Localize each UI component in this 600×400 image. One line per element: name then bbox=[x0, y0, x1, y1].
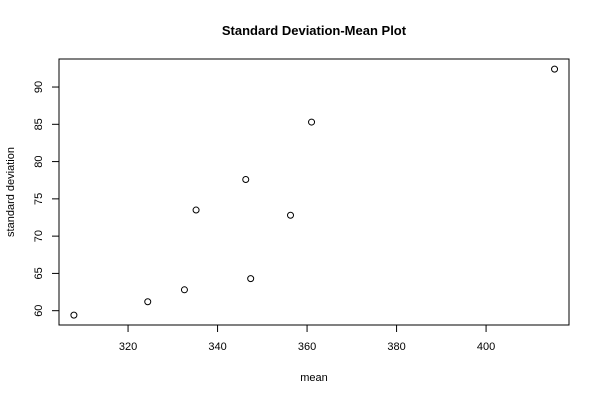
y-tick-label: 70 bbox=[33, 230, 45, 242]
data-point bbox=[287, 211, 295, 219]
y-tick-label: 75 bbox=[33, 193, 45, 205]
x-tick-label: 360 bbox=[298, 341, 316, 353]
data-point bbox=[247, 275, 255, 283]
data-points bbox=[70, 65, 559, 319]
data-point bbox=[242, 175, 250, 183]
chart-title: Standard Deviation-Mean Plot bbox=[222, 23, 407, 38]
data-point bbox=[551, 65, 559, 73]
data-point bbox=[180, 286, 188, 294]
x-tick-label: 400 bbox=[477, 341, 495, 353]
plot-frame bbox=[58, 58, 570, 326]
y-tick-label: 80 bbox=[33, 155, 45, 167]
data-point bbox=[308, 118, 316, 126]
x-tick-label: 320 bbox=[119, 341, 137, 353]
y-tick-label: 90 bbox=[33, 81, 45, 93]
data-point bbox=[70, 311, 78, 319]
data-point bbox=[192, 206, 200, 214]
x-tick-label: 340 bbox=[208, 341, 226, 353]
data-point bbox=[144, 298, 152, 306]
x-tick-label: 380 bbox=[387, 341, 405, 353]
y-axis-label: standard deviation bbox=[5, 147, 17, 237]
y-tick-label: 60 bbox=[33, 305, 45, 317]
y-tick-label: 65 bbox=[33, 267, 45, 279]
y-axis: 60 65 70 75 80 85 90 bbox=[33, 81, 60, 317]
x-axis: 320 340 360 380 400 bbox=[119, 324, 495, 353]
x-axis-label: mean bbox=[300, 372, 328, 384]
y-tick-label: 85 bbox=[33, 118, 45, 130]
